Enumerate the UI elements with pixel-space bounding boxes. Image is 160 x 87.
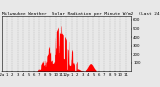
Text: Milwaukee Weather  Solar Radiation per Minute W/m2  (Last 24 Hours): Milwaukee Weather Solar Radiation per Mi… <box>2 12 160 16</box>
